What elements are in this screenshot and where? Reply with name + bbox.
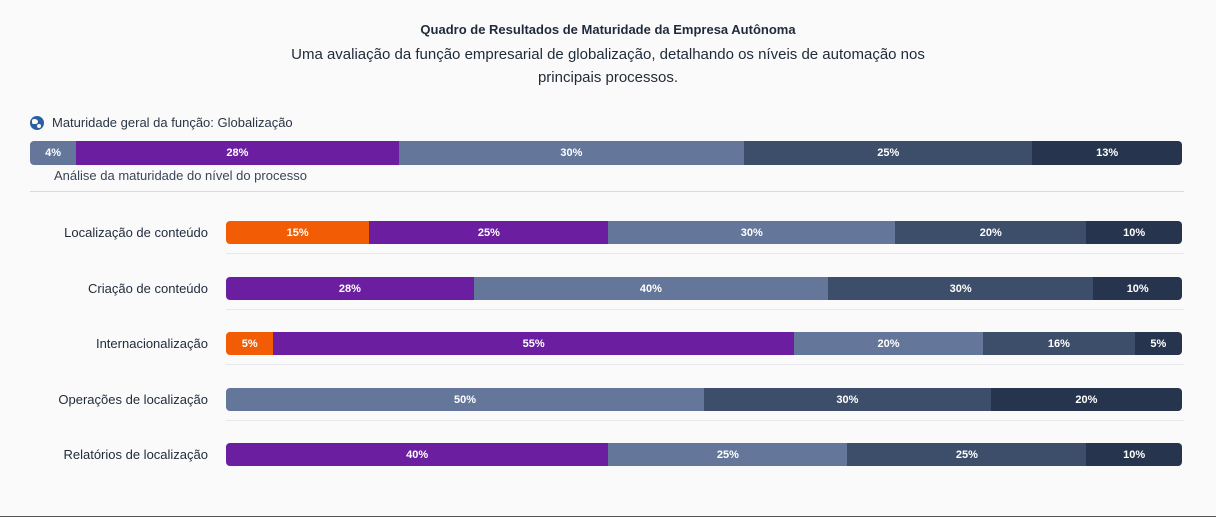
bar-segment-level1: 15% bbox=[226, 221, 370, 244]
bar-segment-level4: 30% bbox=[827, 277, 1094, 300]
bar-segment-level4: 30% bbox=[704, 388, 991, 411]
bar-segment-level3: 30% bbox=[608, 221, 896, 244]
chart-subtitle: Uma avaliação da função empresarial de g… bbox=[291, 46, 925, 86]
row-label: Relatórios de localização bbox=[63, 447, 208, 462]
bar-segment-level5: 20% bbox=[990, 388, 1182, 411]
chart-title: Quadro de Resultados de Maturidade da Em… bbox=[420, 22, 796, 37]
process-bar: 15% 25% 30% 20% 10% bbox=[226, 221, 1182, 244]
bar-segment-level2: 40% bbox=[226, 443, 609, 466]
row-label: Internacionalização bbox=[95, 336, 208, 351]
row-divider bbox=[226, 309, 1184, 310]
process-bar: 40% 25% 25% 10% bbox=[226, 443, 1182, 466]
row-label: Criação de conteúdo bbox=[88, 281, 208, 296]
bar-segment-level4: 20% bbox=[895, 221, 1087, 244]
bar-segment-level5: 13% bbox=[1032, 141, 1182, 165]
bar-segment-level3: 4% bbox=[30, 141, 77, 165]
chart-header: Quadro de Resultados de Maturidade da Em… bbox=[0, 22, 1216, 89]
overall-maturity-text: Maturidade geral da função: Globalização bbox=[52, 115, 293, 130]
process-analysis-caption: Análise da maturidade do nível do proces… bbox=[54, 168, 307, 183]
bar-segment-level2: 28% bbox=[76, 141, 399, 165]
bar-segment-level3: 25% bbox=[608, 443, 848, 466]
row-divider bbox=[226, 364, 1184, 365]
row-divider bbox=[226, 253, 1184, 254]
row-label: Localização de conteúdo bbox=[64, 225, 208, 240]
process-bar: 5% 55% 20% 16% 5% bbox=[226, 332, 1182, 355]
bar-segment-level5: 10% bbox=[1086, 221, 1182, 244]
process-bar: 28% 40% 30% 10% bbox=[226, 277, 1182, 300]
bar-segment-level3: 50% bbox=[226, 388, 704, 411]
bar-segment-level5: 10% bbox=[1086, 443, 1182, 466]
overall-maturity-label: Maturidade geral da função: Globalização bbox=[30, 115, 293, 130]
overall-maturity-bar: 4% 28% 30% 25% 13% bbox=[30, 141, 1182, 165]
process-bar: 50% 30% 20% bbox=[226, 388, 1182, 411]
bar-segment-level1: 5% bbox=[226, 332, 274, 355]
bar-segment-level4: 25% bbox=[847, 443, 1087, 466]
bar-segment-level2: 55% bbox=[273, 332, 794, 355]
bar-segment-level4: 16% bbox=[983, 332, 1135, 355]
bar-segment-level2: 25% bbox=[369, 221, 609, 244]
bar-segment-level3: 20% bbox=[793, 332, 984, 355]
section-divider bbox=[30, 191, 1184, 192]
bar-segment-level2: 28% bbox=[226, 277, 474, 300]
bar-segment-level5: 10% bbox=[1093, 277, 1182, 300]
bar-segment-level5: 5% bbox=[1134, 332, 1182, 355]
globe-icon bbox=[30, 115, 44, 130]
row-label: Operações de localização bbox=[58, 392, 208, 407]
bar-segment-level3: 40% bbox=[473, 277, 828, 300]
row-divider bbox=[226, 420, 1184, 421]
bar-segment-level4: 25% bbox=[744, 141, 1033, 165]
bar-segment-level3: 30% bbox=[398, 141, 745, 165]
